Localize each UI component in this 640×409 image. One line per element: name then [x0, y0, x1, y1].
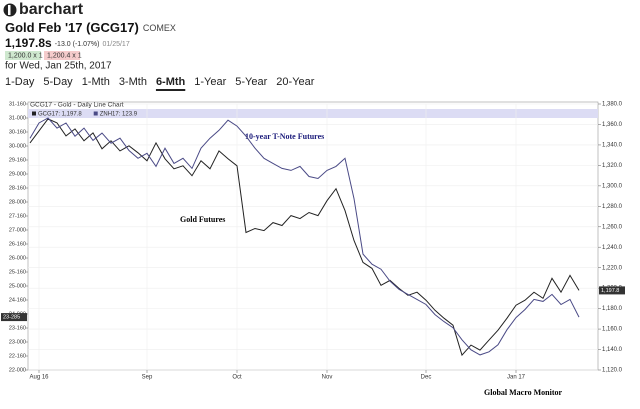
title: Gold Feb '17 (GCG17): [5, 20, 139, 35]
logo: barchart: [19, 1, 84, 18]
ask: 1,200.4 x 1: [47, 52, 82, 59]
y-tick-label: 26-000: [9, 255, 26, 261]
tab[interactable]: 5-Year: [235, 76, 267, 88]
y-tick-label: 25-160: [9, 269, 26, 275]
x-tick-label: Oct: [232, 375, 242, 381]
y-tick-label: 27-000: [9, 227, 26, 233]
tab[interactable]: 20-Year: [276, 76, 314, 88]
logo-icon-mark: [8, 5, 11, 15]
y-tick-label: 29-160: [9, 157, 26, 163]
y-tick-label: 22-160: [9, 353, 26, 359]
y-tick-label: 22-000: [9, 367, 26, 373]
annotation: 10-year T-Note Futures: [245, 132, 324, 141]
y2-tick-label: 1,260.0: [602, 224, 623, 230]
y2-tick-label: 1,160.0: [602, 327, 623, 333]
annotation: Gold Futures: [180, 215, 225, 224]
y2-tick-label: 1,220.0: [602, 265, 623, 271]
tab[interactable]: 1-Mth: [82, 76, 110, 88]
exchange: COMEX: [143, 23, 176, 33]
y-tick-label: 23-160: [9, 325, 26, 331]
y2-tick-label: 1,380.0: [602, 102, 623, 108]
y-tick-label: 26-160: [9, 241, 26, 247]
y-tick-label: 27-160: [9, 213, 26, 219]
legend-label: GCG17: 1,197.8: [38, 112, 82, 118]
y-tick-label: 28-160: [9, 185, 26, 191]
tabs: 1-Day 5-Day 1-Mth 3-Mth 6-Mth 1-Year 5-Year 20-…: [5, 76, 315, 91]
series-line: [29, 117, 580, 356]
x-tick-label: Nov: [322, 375, 333, 381]
legend-band: [28, 109, 598, 118]
legend-swatch: [93, 111, 98, 116]
y2-tick-label: 1,320.0: [602, 163, 623, 169]
bid: 1,200.0 x 1: [8, 52, 43, 59]
y-tick-label: 29-000: [9, 171, 26, 177]
tab[interactable]: 1-Year: [194, 76, 226, 88]
y2-tick-label: 1,120.0: [602, 368, 623, 374]
legend-label: ZNH17: 123.9: [100, 112, 138, 118]
y2-tick-label: 1,280.0: [602, 204, 623, 210]
for-date: for Wed, Jan 25th, 2017: [5, 61, 112, 72]
current-value-label: 23-285: [3, 315, 20, 321]
y2-tick-label: 1,300.0: [602, 183, 623, 189]
y-tick-label: 24-160: [9, 297, 26, 303]
current-value-label: 1,197.8: [601, 288, 619, 294]
y-tick-label: 31-000: [9, 115, 26, 121]
y2-tick-label: 1,360.0: [602, 122, 623, 128]
price-line: 1,197.8s -13.0 (-1.07%) 01/25/17: [5, 36, 130, 50]
x-tick-label: Dec: [421, 375, 432, 381]
chart-title: GCG17 - Gold - Daily Line Chart: [30, 102, 124, 109]
current-value-tag: [1, 313, 27, 322]
date: 01/25/17: [102, 41, 129, 48]
change: -13.0 (-1.07%): [55, 41, 100, 48]
x-tick-label: Jan 17: [507, 375, 526, 381]
y2-tick-label: 1,240.0: [602, 245, 623, 251]
y-tick-label: 25-000: [9, 283, 26, 289]
tab[interactable]: 3-Mth: [119, 76, 147, 88]
x-tick-label: Aug 16: [29, 375, 49, 381]
y-tick-label: 30-000: [9, 143, 26, 149]
price: 1,197.8s: [5, 36, 52, 50]
y-tick-label: 23-000: [9, 339, 26, 345]
y-tick-label: 31-160: [9, 101, 26, 107]
y2-tick-label: 1,180.0: [602, 306, 623, 312]
instrument-title: Gold Feb '17 (GCG17) COMEX: [5, 20, 176, 35]
series-line: [29, 118, 580, 357]
x-tick-label: Sep: [142, 375, 153, 381]
bid-box: [5, 51, 41, 60]
tab[interactable]: 1-Day: [5, 76, 35, 88]
current-value-tag: [599, 286, 625, 295]
y2-tick-label: 1,340.0: [602, 143, 623, 149]
credit: Global Macro Monitor: [484, 388, 563, 397]
tab[interactable]: 5-Day: [43, 76, 73, 88]
y2-tick-label: 1,140.0: [602, 347, 623, 353]
legend-swatch: [32, 111, 36, 116]
tab[interactable]: 6-Mth: [156, 76, 186, 88]
y-tick-label: 28-000: [9, 199, 26, 205]
y-tick-label: 30-160: [9, 129, 26, 135]
ask-box: [44, 51, 80, 60]
